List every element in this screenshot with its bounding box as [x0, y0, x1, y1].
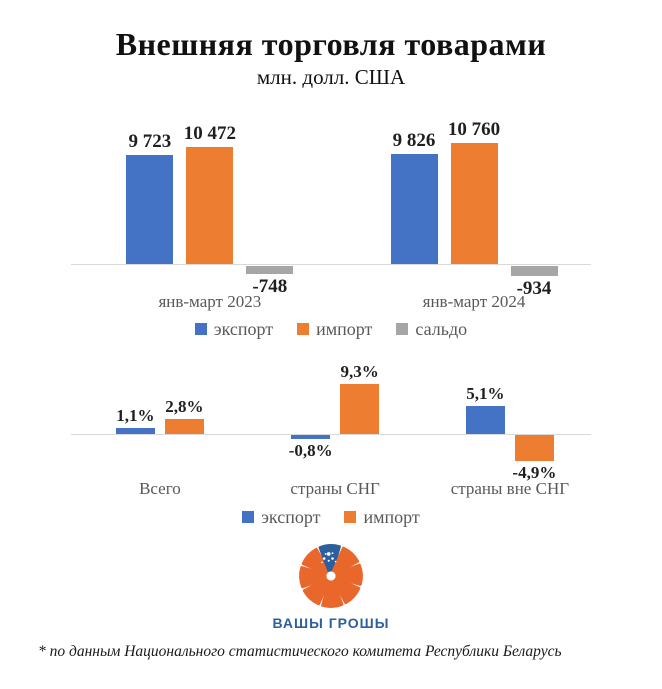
legend-label: сальдо — [415, 318, 468, 339]
bar-value-label: 10 760 — [447, 119, 501, 141]
category-label: янв-март 2023 — [158, 292, 262, 311]
snowflake-dot — [321, 561, 323, 564]
legend-label: экспорт — [213, 318, 274, 339]
bar-value-label: 2,8% — [165, 396, 204, 416]
bar-value-label: 5,1% — [466, 384, 505, 404]
bar-value-label: 9 826 — [392, 129, 436, 151]
legend-swatch-import — [344, 511, 357, 523]
bar-balance — [510, 266, 558, 277]
bar-value-label: -748 — [252, 276, 288, 298]
bar-import — [186, 146, 234, 264]
category-label: янв-март 2024 — [422, 292, 526, 311]
bar-export — [115, 428, 155, 434]
logo-slice — [301, 547, 330, 576]
legend-item: импорт — [297, 319, 372, 340]
bar-value-label: 9 723 — [128, 131, 172, 153]
snowflake-dot — [334, 560, 337, 563]
chart-growth-percent: 1,1% 2,8% Всего -0,8% 9,3% страны СНГ 5,1% -4,9… — [71, 356, 591, 502]
legend-swatch-export — [242, 511, 255, 523]
x-axis-line — [71, 264, 591, 265]
snowflake-dot — [324, 553, 327, 555]
logo-pinwheel-snowflake-icon — [299, 544, 363, 608]
legend-swatch-import — [297, 323, 310, 335]
bar-export — [291, 435, 331, 440]
category-label: страны вне СНГ — [450, 479, 570, 498]
bar-value-label: -4,9% — [512, 463, 557, 483]
bar-import — [450, 143, 498, 264]
logo-slice — [299, 566, 327, 589]
bar-import — [514, 435, 554, 462]
legend-item: экспорт — [194, 318, 274, 340]
page-subtitle: млн. долл. США — [256, 65, 406, 89]
snowflake-dot — [327, 559, 330, 562]
snowflake-dot — [331, 557, 334, 560]
bar-value-label: 10 472 — [183, 122, 236, 144]
logo: ВАШЫ ГРОШЫ — [0, 538, 662, 631]
legend-label: импорт — [363, 506, 420, 527]
legend-item: импорт — [344, 506, 420, 528]
snowflake-dot — [322, 557, 326, 560]
logo-slice — [302, 577, 331, 606]
bar-value-label: -934 — [516, 278, 552, 300]
bar-value-label: 9,3% — [340, 361, 379, 381]
bar-value-label: -0,8% — [288, 441, 333, 461]
logo-slice — [332, 576, 361, 605]
bar-import — [164, 418, 204, 434]
bar-export — [465, 406, 505, 434]
snowflake-dot — [326, 552, 331, 556]
bar-export — [126, 155, 174, 264]
logo-slice-snowflake — [318, 544, 341, 572]
legend-label: импорт — [316, 318, 373, 339]
legend-swatch-export — [194, 323, 207, 335]
logo-text: ВАШЫ ГРОШЫ — [272, 615, 390, 631]
legend-label: экспорт — [261, 506, 321, 527]
legend-swatch-balance — [396, 323, 409, 335]
page-title: Внешняя торговля товарами — [115, 26, 547, 62]
bar-balance — [246, 266, 294, 275]
legend-item: сальдо — [396, 319, 467, 340]
legend-item: экспорт — [242, 507, 320, 528]
snowflake-dot — [331, 552, 334, 555]
chart-trade-usd: 9 723 10 472 -748 янв-март 2023 9 826 10 760 -… — [71, 112, 591, 316]
bar-value-label: 1,1% — [116, 406, 155, 426]
legend-growth-percent: экспорт импорт — [0, 506, 662, 528]
bar-import — [340, 383, 380, 434]
logo-slice — [331, 546, 360, 575]
footnote: * по данным Национального статистическог… — [38, 643, 562, 660]
logo-slice — [321, 580, 344, 608]
x-axis-line — [71, 434, 591, 435]
category-label: страны СНГ — [290, 479, 380, 498]
bar-export — [390, 153, 438, 264]
legend-trade-usd: экспорт импорт сальдо — [0, 318, 662, 340]
category-label: Всего — [139, 479, 181, 498]
